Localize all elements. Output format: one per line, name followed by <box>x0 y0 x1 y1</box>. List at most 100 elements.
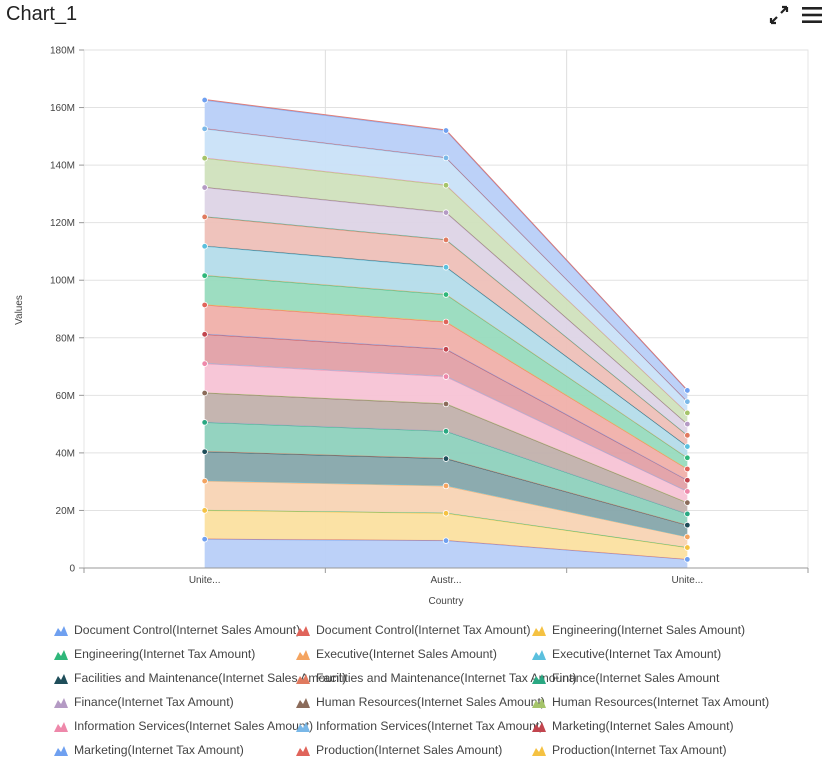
legend-label: Executive(Internet Tax Amount) <box>552 647 722 661</box>
x-axis-label: Country <box>428 596 463 607</box>
series-area <box>204 510 688 560</box>
series-area <box>204 334 688 492</box>
data-point[interactable] <box>442 318 450 326</box>
legend-item[interactable]: Marketing(Internet Tax Amount) <box>54 743 292 757</box>
legend-label: Human Resources(Internet Sales Amount) <box>316 695 545 709</box>
area-series-icon <box>296 721 310 732</box>
data-point[interactable] <box>684 420 691 428</box>
data-point[interactable] <box>684 443 691 450</box>
data-point[interactable] <box>201 125 208 133</box>
data-point[interactable] <box>684 432 691 439</box>
legend-row: Facilities and Maintenance(Internet Sale… <box>54 666 824 690</box>
y-tick-label: 60M <box>56 391 75 402</box>
series-area <box>204 304 688 480</box>
data-point[interactable] <box>442 510 450 517</box>
legend-item[interactable]: Engineering(Internet Sales Amount) <box>532 623 745 637</box>
data-point[interactable] <box>201 360 208 367</box>
data-point[interactable] <box>201 477 208 485</box>
legend-item[interactable]: Human Resources(Internet Tax Amount) <box>532 695 769 709</box>
data-point[interactable] <box>442 400 450 408</box>
area-series-icon <box>54 697 68 708</box>
data-point[interactable] <box>684 387 691 394</box>
data-point[interactable] <box>442 428 450 435</box>
data-point[interactable] <box>201 389 208 397</box>
series-area <box>204 246 688 458</box>
data-point[interactable] <box>442 346 450 353</box>
data-point[interactable] <box>201 213 208 221</box>
legend-item[interactable]: Document Control(Internet Sales Amount) <box>54 623 300 637</box>
data-point[interactable] <box>201 155 208 162</box>
data-point[interactable] <box>442 373 450 380</box>
legend-item[interactable]: Human Resources(Internet Sales Amount) <box>296 695 545 709</box>
legend-label: Facilities and Maintenance(Internet Tax … <box>316 671 577 685</box>
data-point[interactable] <box>684 521 691 529</box>
legend-item[interactable]: Production(Internet Tax Amount) <box>532 743 727 757</box>
area-series-icon <box>532 673 546 684</box>
data-point[interactable] <box>201 96 208 104</box>
data-point[interactable] <box>684 533 691 541</box>
data-point[interactable] <box>442 455 450 462</box>
legend-label: Finance(Internet Tax Amount) <box>74 695 234 709</box>
legend-item[interactable]: Production(Internet Sales Amount) <box>296 743 528 757</box>
series-points <box>201 96 691 563</box>
legend-item[interactable]: Information Services(Internet Tax Amount… <box>296 719 543 733</box>
data-point[interactable] <box>684 465 691 473</box>
hamburger-menu-icon[interactable] <box>801 4 823 26</box>
data-point[interactable] <box>442 182 450 189</box>
data-point[interactable] <box>684 398 691 405</box>
y-tick-label: 40M <box>56 448 75 459</box>
area-series-icon <box>296 673 310 684</box>
legend-item[interactable]: Executive(Internet Tax Amount) <box>532 647 721 661</box>
data-point[interactable] <box>442 537 450 544</box>
legend-label: Human Resources(Internet Tax Amount) <box>552 695 770 709</box>
area-series-icon <box>54 745 68 756</box>
chart-title: Chart_1 <box>6 3 78 25</box>
series-area <box>204 363 688 503</box>
data-point[interactable] <box>201 243 208 250</box>
data-point[interactable] <box>442 264 450 271</box>
series-areas <box>204 99 688 568</box>
area-series-icon <box>296 649 310 660</box>
data-point[interactable] <box>201 272 208 279</box>
data-point[interactable] <box>684 556 691 563</box>
legend-item[interactable]: Finance(Internet Tax Amount) <box>54 695 292 709</box>
data-point[interactable] <box>442 209 450 216</box>
data-point[interactable] <box>684 499 691 506</box>
data-point[interactable] <box>442 482 450 490</box>
data-point[interactable] <box>442 154 450 162</box>
legend-item[interactable]: Document Control(Internet Tax Amount) <box>296 623 531 637</box>
data-point[interactable] <box>201 331 208 338</box>
legend-row: Finance(Internet Tax Amount) Human Resour… <box>54 690 824 714</box>
data-point[interactable] <box>684 510 691 518</box>
data-point[interactable] <box>442 127 450 134</box>
y-tick-label: 180M <box>50 46 75 57</box>
data-point[interactable] <box>442 236 450 244</box>
legend-row: Marketing(Internet Tax Amount) Production… <box>54 738 824 762</box>
legend-item[interactable]: Information Services(Internet Sales Amou… <box>54 719 313 733</box>
data-point[interactable] <box>201 536 208 543</box>
expand-icon[interactable] <box>768 4 790 26</box>
legend-item[interactable]: Engineering(Internet Tax Amount) <box>54 647 292 661</box>
data-point[interactable] <box>201 448 208 455</box>
area-series-icon <box>54 721 68 732</box>
data-point[interactable] <box>684 477 691 484</box>
data-point[interactable] <box>201 301 208 309</box>
data-point[interactable] <box>684 488 691 495</box>
data-point[interactable] <box>201 507 208 514</box>
data-point[interactable] <box>201 419 208 426</box>
data-point[interactable] <box>201 184 208 191</box>
data-point[interactable] <box>684 409 691 417</box>
y-tick-label: 120M <box>50 218 75 229</box>
legend-item[interactable]: Executive(Internet Sales Amount) <box>296 647 528 661</box>
legend-item[interactable]: Finance(Internet Sales Amount <box>532 671 719 685</box>
data-point[interactable] <box>442 291 450 298</box>
area-series-icon <box>532 745 546 756</box>
legend-item[interactable]: Marketing(Internet Sales Amount) <box>532 719 734 733</box>
legend-label: Facilities and Maintenance(Internet Sale… <box>74 671 347 685</box>
legend-label: Marketing(Internet Tax Amount) <box>74 743 244 757</box>
legend-label: Document Control(Internet Sales Amount) <box>74 623 301 637</box>
legend-item[interactable]: Facilities and Maintenance(Internet Tax … <box>296 671 577 685</box>
data-point[interactable] <box>684 454 691 461</box>
data-point[interactable] <box>684 544 691 551</box>
legend-item[interactable]: Facilities and Maintenance(Internet Sale… <box>54 671 346 685</box>
